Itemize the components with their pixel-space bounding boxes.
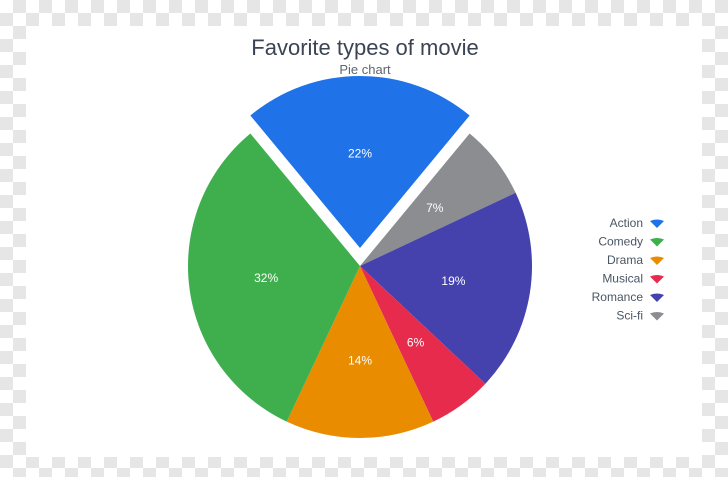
chart-title: Favorite types of movie (251, 35, 478, 60)
chart-card: Favorite types of movie Pie chart 22% 7% 1… (26, 26, 702, 457)
legend-marker-comedy (650, 238, 664, 247)
legend-label-sci-fi: Sci-fi (616, 309, 643, 323)
legend-label-musical: Musical (602, 272, 643, 286)
legend-marker-drama (650, 256, 664, 265)
legend-label-comedy: Comedy (598, 235, 643, 249)
pie-slice-labels: 22% 7% 19% 6% 14% 32% (254, 146, 466, 367)
chart-subtitle: Pie chart (339, 62, 391, 77)
pie-slice-action (250, 76, 470, 248)
slice-label-romance: 19% (441, 274, 465, 288)
pie-slice-musical (360, 266, 486, 422)
legend-marker-romance (650, 293, 664, 302)
slice-label-action: 22% (348, 146, 372, 160)
pie-slices (188, 76, 532, 438)
legend-label-drama: Drama (607, 253, 643, 267)
slice-label-musical: 6% (407, 336, 425, 350)
legend-marker-sci-fi (650, 312, 664, 321)
legend-label-action: Action (610, 216, 643, 230)
pie-slice-drama (286, 266, 434, 438)
pie-slice-sci-fi (360, 133, 516, 266)
pie-slice-comedy (188, 133, 360, 422)
slice-label-sci-fi: 7% (426, 201, 444, 215)
slice-label-drama: 14% (348, 354, 372, 368)
legend-label-romance: Romance (592, 290, 644, 304)
pie-slice-romance (360, 192, 532, 384)
legend-marker-action (650, 219, 664, 228)
legend-marker-musical (650, 275, 664, 284)
slice-label-comedy: 32% (254, 271, 278, 285)
chart-legend: Action Comedy Drama Musical Romance Sci-fi (592, 216, 664, 323)
pie-chart: Favorite types of movie Pie chart 22% 7% 1… (188, 35, 664, 438)
